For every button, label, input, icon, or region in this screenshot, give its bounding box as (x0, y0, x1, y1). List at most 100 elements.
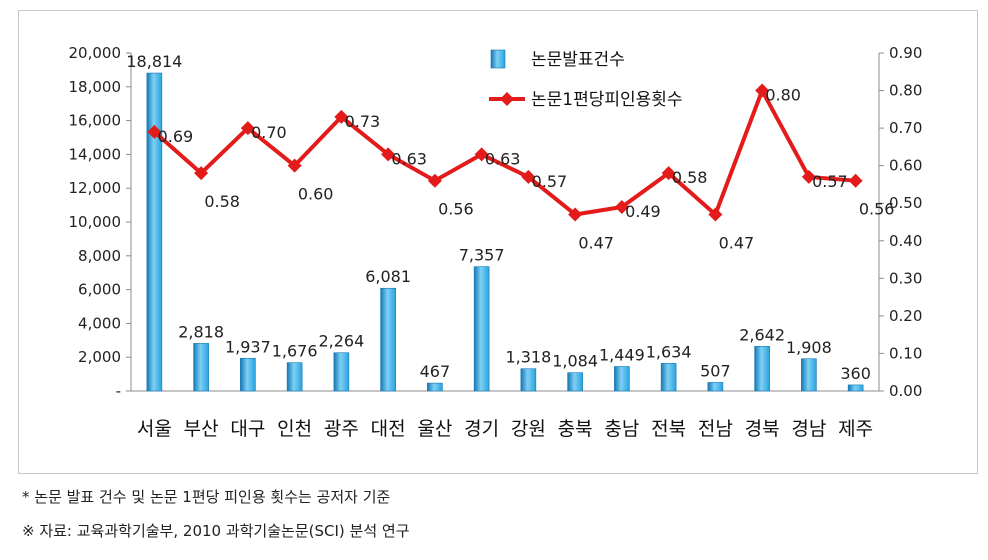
x-category-label: 충북 (558, 418, 593, 440)
bar-value-label: 7,357 (459, 246, 505, 265)
bar (801, 358, 817, 392)
y-left-tick-label: 12,000 (69, 179, 122, 197)
line-value-label: 0.73 (345, 112, 381, 131)
line-point-marker (568, 207, 583, 222)
bar-value-label: 1,318 (505, 348, 551, 367)
bar-value-label: 1,676 (272, 342, 318, 361)
line-point-marker (661, 166, 676, 181)
bar-value-label: 1,908 (786, 338, 832, 357)
bar-value-label: 467 (420, 362, 451, 381)
x-category-label: 제주 (838, 418, 873, 440)
y-right-tick-label: 0.10 (889, 344, 922, 362)
line-value-label: 0.63 (485, 149, 521, 168)
line-point-marker (147, 124, 162, 139)
bar (567, 372, 583, 392)
legend-bar-swatch (490, 49, 506, 69)
line-point-marker (755, 83, 770, 98)
x-category-label: 인천 (277, 418, 312, 440)
bar-value-label: 2,264 (318, 332, 364, 351)
line-value-label: 0.56 (859, 200, 895, 219)
y-right-tick-label: 0.30 (889, 269, 922, 287)
footnote-source: ※ 자료: 교육과학기술부, 2010 과학기술논문(SCI) 분석 연구 (22, 522, 410, 540)
bar (380, 287, 396, 392)
x-category-label: 전남 (698, 418, 733, 440)
y-right-tick-label: 0.40 (889, 232, 922, 250)
line-point-marker (427, 173, 442, 188)
footnote-basis: * 논문 발표 건수 및 논문 1편당 피인용 횟수는 공저자 기준 (22, 488, 391, 506)
bar-value-label: 2,818 (178, 322, 224, 341)
line-point-marker (334, 109, 349, 124)
bar (427, 382, 443, 392)
y-left-tick-label: 18,000 (69, 78, 122, 96)
line-value-label: 0.70 (251, 123, 287, 142)
y-left-tick-label: 6,000 (78, 281, 121, 299)
x-category-label: 대전 (371, 418, 406, 440)
y-right-tick-label: 0.20 (889, 307, 922, 325)
line-point-marker (708, 207, 723, 222)
x-category-label: 충남 (604, 418, 639, 440)
line-value-label: 0.60 (298, 185, 334, 204)
y-right-tick-label: 0.90 (889, 44, 922, 62)
line-point-marker (287, 158, 302, 173)
bar-value-label: 6,081 (365, 267, 411, 286)
bar-value-label: 18,814 (126, 52, 182, 71)
legend-line-label: 논문1편당피인용횟수 (531, 90, 683, 110)
y-right-tick-label: 0.50 (889, 194, 922, 212)
bar (614, 366, 630, 392)
citation-line (153, 88, 856, 217)
bar (333, 352, 350, 392)
x-category-label: 대구 (230, 418, 265, 440)
x-category-label: 부산 (184, 418, 219, 440)
line-point-marker (521, 169, 536, 184)
line-value-label: 0.56 (438, 200, 474, 219)
line-point-marker (614, 199, 629, 214)
bar-value-label: 1,634 (646, 342, 692, 361)
y-left-tick-label: 16,000 (69, 112, 122, 130)
y-right-tick-label: 0.70 (889, 119, 922, 137)
legend-line-marker (500, 92, 514, 106)
chart-frame: - 2,000 4,000 6,000 8,000 10,000 12,000 14,000 1… (18, 10, 978, 474)
y-right-tick-label: 0.80 (889, 82, 922, 100)
x-category-label: 광주 (324, 418, 359, 440)
y-left-tick-label: 4,000 (78, 314, 121, 332)
bar (754, 346, 770, 392)
line-point-marker (381, 147, 396, 162)
bar-value-label: 1,937 (225, 337, 271, 356)
line-value-label: 0.49 (625, 202, 661, 221)
bar (847, 384, 864, 392)
line-value-label: 0.58 (204, 192, 240, 211)
bar-value-label: 2,642 (739, 325, 785, 344)
bar (520, 368, 537, 392)
combo-chart: - 2,000 4,000 6,000 8,000 10,000 12,000 14,000 1… (69, 44, 923, 440)
y-left-tick-label: 10,000 (69, 213, 122, 231)
bar-value-label: 507 (700, 361, 731, 380)
x-category-label: 경남 (791, 418, 826, 440)
y-left-tick-label: 20,000 (69, 44, 122, 62)
x-category-label: 서울 (137, 418, 172, 440)
line-point-marker (240, 121, 255, 136)
line-point-marker (848, 173, 863, 188)
line-point-marker (474, 147, 489, 162)
x-category-label: 경기 (464, 418, 499, 440)
bar (240, 357, 256, 392)
bar (660, 363, 677, 392)
line-value-label: 0.63 (391, 149, 427, 168)
y-right-tick-label: 0.60 (889, 157, 922, 175)
x-category-label: 전북 (651, 418, 686, 440)
y-left-tick-label: 8,000 (78, 247, 121, 265)
bar-value-label: 360 (840, 364, 871, 383)
line-value-label: 0.47 (719, 233, 755, 252)
y-right-tick-label: 0.00 (889, 382, 922, 400)
bar (473, 266, 490, 392)
x-category-label: 경북 (745, 418, 780, 440)
line-value-label: 0.69 (158, 127, 194, 146)
y-left-tick-label: 14,000 (69, 145, 122, 163)
line-value-label: 0.80 (765, 86, 801, 105)
legend-bar-label: 논문발표건수 (531, 50, 625, 70)
bar (146, 72, 163, 392)
line-value-label: 0.58 (672, 168, 708, 187)
bar (193, 343, 209, 392)
line-value-label: 0.47 (578, 233, 614, 252)
x-category-label: 울산 (417, 418, 452, 440)
bar-value-label: 1,449 (599, 346, 645, 365)
